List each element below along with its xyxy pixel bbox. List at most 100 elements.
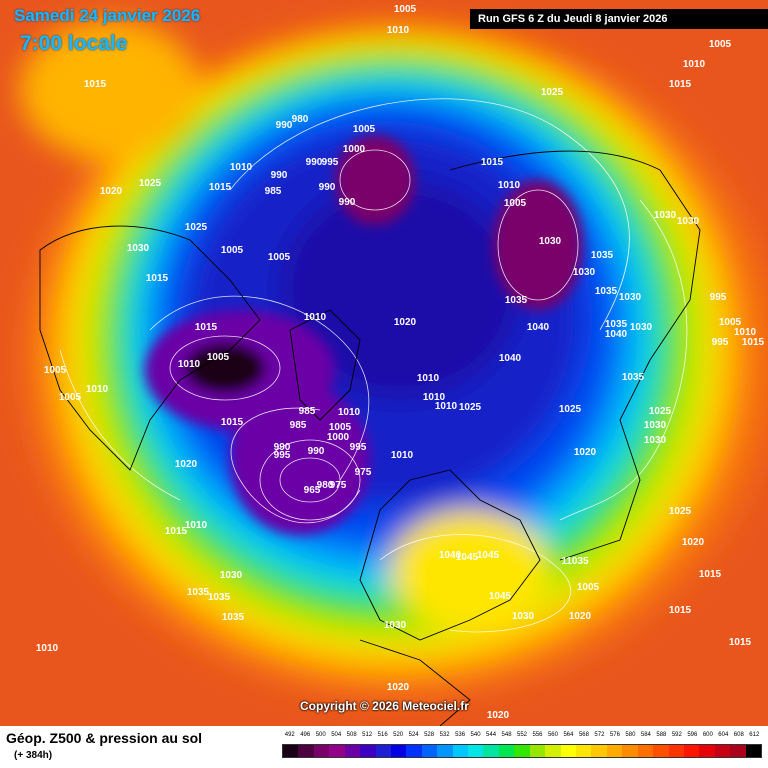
- north-pacific-high: [20, 20, 200, 160]
- legend-tick-label: 580: [625, 732, 636, 738]
- pressure-label: 1005: [353, 124, 376, 135]
- legend-swatch: [313, 745, 330, 757]
- pressure-label: 1025: [559, 404, 582, 415]
- forecast-time: 7:00 locale: [20, 32, 128, 55]
- pressure-label: 1020: [100, 186, 123, 197]
- pressure-label: 1005: [329, 422, 352, 433]
- pressure-label: 990: [319, 182, 336, 193]
- pressure-label: 1035: [595, 286, 618, 297]
- pressure-label: 1010: [86, 384, 109, 395]
- isobar-ring-2: [259, 439, 361, 521]
- pressure-label: 1015: [669, 79, 692, 90]
- legend-tick-label: 612: [749, 732, 760, 738]
- pressure-label: 1005: [394, 4, 417, 15]
- copyright-text: Copyright © 2026 Meteociel.fr: [300, 699, 469, 713]
- field-title: Géop. Z500 & pression au sol: [6, 730, 203, 746]
- pressure-label: 1015: [209, 182, 232, 193]
- pressure-label: 975: [355, 467, 372, 478]
- pressure-label: 1010: [230, 162, 253, 173]
- isobar-5: [559, 199, 688, 521]
- pressure-label: 1010: [734, 327, 757, 338]
- low-pressure-cores: [145, 135, 583, 535]
- arctic-low-core: [335, 135, 415, 225]
- legend-swatch: [606, 745, 623, 757]
- pressure-label: 1000: [343, 144, 366, 155]
- pressure-label: 1020: [387, 682, 410, 693]
- legend-swatch: [529, 745, 546, 757]
- legend-tick-label: 592: [671, 732, 682, 738]
- coastlines: [39, 150, 701, 726]
- isobar-6: [59, 349, 181, 501]
- pressure-label: 1010: [178, 359, 201, 370]
- footer-panel: Géop. Z500 & pression au sol (+ 384h) 49…: [0, 726, 768, 768]
- pressure-label: 990: [308, 446, 325, 457]
- color-legend: [282, 744, 762, 758]
- legend-tick-label: 548: [501, 732, 512, 738]
- forecast-date: Samedi 24 janvier 2026: [14, 6, 201, 25]
- pressure-label: 1015: [669, 605, 692, 616]
- legend-tick-label: 532: [439, 732, 450, 738]
- pressure-label: 1005: [268, 252, 291, 263]
- pressure-label: 1030: [644, 435, 667, 446]
- legend-swatch: [699, 745, 715, 757]
- pressure-label: 1030: [644, 420, 667, 431]
- pressure-label: 985: [299, 406, 316, 417]
- siberia-low-core: [493, 180, 583, 310]
- pressure-label: 1015: [729, 637, 752, 648]
- pressure-label: 1005: [59, 392, 82, 403]
- pressure-label: 1025: [669, 506, 692, 517]
- pressure-label: 1025: [649, 406, 672, 417]
- pressure-label: 1030: [677, 216, 700, 227]
- coast-asia: [449, 150, 701, 561]
- pressure-label: 1040: [499, 353, 522, 364]
- isobar-ring-5: [339, 149, 411, 211]
- legend-swatch: [560, 745, 577, 757]
- pressure-label: 1015: [221, 417, 244, 428]
- pressure-label: 1040: [527, 322, 550, 333]
- isobar-ring-3: [169, 335, 281, 401]
- pressure-label: 965: [304, 485, 321, 496]
- isobar-4: [379, 534, 572, 633]
- legend-swatch: [514, 745, 530, 757]
- legend-swatch: [406, 745, 422, 757]
- legend-swatch: [730, 745, 746, 757]
- pressure-label: 1005: [719, 317, 742, 328]
- pressure-label: 1030: [384, 620, 407, 631]
- pressure-label: 1030: [220, 570, 243, 581]
- legend-swatch: [344, 745, 361, 757]
- pressure-label: 1035: [187, 587, 210, 598]
- legend-swatch: [390, 745, 407, 757]
- legend-tick-label: 576: [609, 732, 620, 738]
- legend-tick-label: 512: [362, 732, 373, 738]
- pressure-label: 985: [290, 420, 307, 431]
- pressure-label: 1035: [222, 612, 245, 623]
- pressure-label: 990: [339, 197, 356, 208]
- pressure-label: 1025: [541, 87, 564, 98]
- legend-tick-label: 584: [640, 732, 651, 738]
- pressure-label: 1010: [391, 450, 414, 461]
- legend-tick-label: 552: [517, 732, 528, 738]
- legend-swatch: [483, 745, 499, 757]
- pressure-label: 995: [710, 292, 727, 303]
- legend-swatch: [375, 745, 391, 757]
- coast-europe: [359, 469, 541, 641]
- pressure-label: 1020: [682, 537, 705, 548]
- pressure-label: 1010: [435, 401, 458, 412]
- pressure-label: 1030: [127, 243, 150, 254]
- legend-swatch: [637, 745, 654, 757]
- legend-swatch: [545, 745, 561, 757]
- pressure-label: 1015: [146, 273, 169, 284]
- pressure-label: 1045: [489, 591, 512, 602]
- pressure-label: 1025: [459, 402, 482, 413]
- legend-swatch: [468, 745, 484, 757]
- legend-swatch: [745, 745, 762, 757]
- legend-tick-label: 544: [486, 732, 497, 738]
- legend-tick-label: 496: [300, 732, 311, 738]
- legend-swatch: [576, 745, 592, 757]
- isobar-3: [230, 407, 361, 524]
- legend-swatch: [668, 745, 684, 757]
- legend-tick-label: 560: [547, 732, 558, 738]
- pressure-label: 1015: [742, 337, 765, 348]
